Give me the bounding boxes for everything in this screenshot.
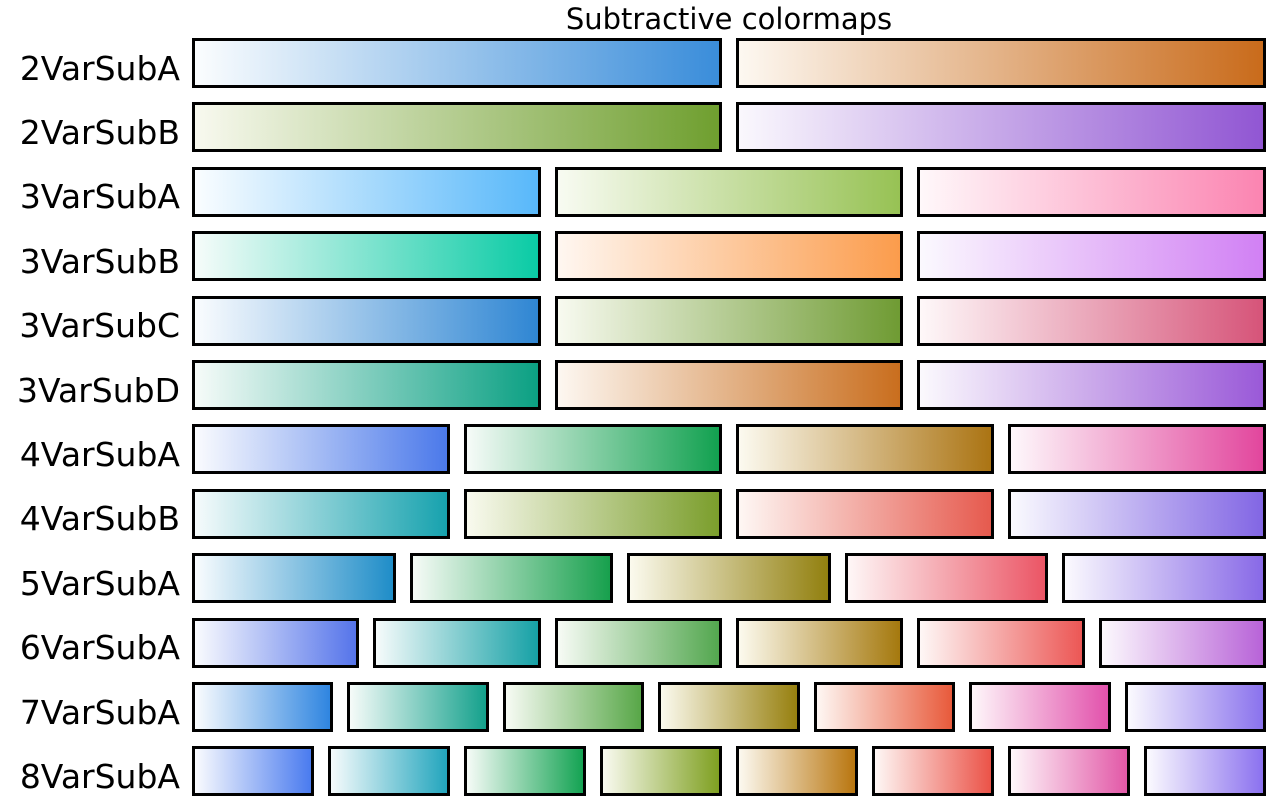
colormap-bar-6VarSubA-3 — [554, 617, 722, 668]
colormap-bar-7VarSubA-1 — [192, 682, 334, 732]
colormap-bar-8VarSubA-7 — [1008, 746, 1130, 797]
colormap-bar-6VarSubA-4 — [736, 617, 904, 668]
colormap-bar-5VarSubA-1 — [192, 553, 396, 604]
colormap-bar-2VarSubB-2 — [736, 102, 1266, 153]
colormap-bar-4VarSubB-1 — [192, 488, 450, 539]
row-label-5VarSubA: 5VarSubA — [19, 563, 180, 603]
row-label-3VarSubB: 3VarSubB — [19, 241, 180, 281]
colormap-bar-3VarSubB-3 — [917, 231, 1266, 282]
colormap-bar-2VarSubA-1 — [192, 38, 722, 88]
row-label-4VarSubB: 4VarSubB — [19, 499, 180, 539]
figure-title: Subtractive colormaps — [565, 2, 893, 36]
colormap-bar-7VarSubA-5 — [813, 682, 956, 732]
row-label-8VarSubA: 8VarSubA — [19, 756, 180, 796]
colormap-bar-8VarSubA-3 — [464, 746, 586, 797]
colormap-bar-7VarSubA-7 — [1124, 682, 1266, 732]
colormap-bar-5VarSubA-4 — [844, 553, 1049, 604]
row-label-3VarSubC: 3VarSubC — [19, 306, 180, 346]
colormap-bar-8VarSubA-1 — [192, 746, 314, 797]
colormap-bar-4VarSubB-2 — [464, 488, 722, 539]
colormap-bar-8VarSubA-5 — [736, 746, 858, 797]
colormap-bar-3VarSubA-1 — [192, 166, 541, 217]
colormap-bar-8VarSubA-4 — [600, 746, 722, 797]
colormap-bar-6VarSubA-1 — [192, 617, 360, 668]
colormap-bar-5VarSubA-2 — [409, 553, 614, 604]
colormap-bar-4VarSubB-3 — [736, 488, 994, 539]
colormap-bar-7VarSubA-4 — [658, 682, 800, 732]
colormap-bar-3VarSubD-1 — [192, 360, 541, 410]
colormap-bar-3VarSubA-3 — [917, 166, 1266, 217]
colormap-bar-5VarSubA-5 — [1062, 553, 1266, 604]
colormap-bar-6VarSubA-6 — [1098, 617, 1266, 668]
colormap-bar-3VarSubB-2 — [554, 231, 904, 282]
colormap-bar-3VarSubC-3 — [917, 295, 1266, 346]
row-label-7VarSubA: 7VarSubA — [19, 692, 180, 732]
row-label-3VarSubD: 3VarSubD — [16, 370, 180, 410]
colormap-bar-4VarSubB-4 — [1008, 488, 1266, 539]
colormap-bar-3VarSubC-2 — [554, 295, 904, 346]
colormap-bar-7VarSubA-6 — [969, 682, 1111, 732]
colormap-bar-5VarSubA-3 — [627, 553, 831, 604]
colormap-bar-3VarSubA-2 — [554, 166, 904, 217]
colormap-bar-3VarSubC-1 — [192, 295, 541, 346]
colormap-bar-8VarSubA-6 — [872, 746, 994, 797]
row-label-6VarSubA: 6VarSubA — [19, 628, 180, 668]
colormap-bar-8VarSubA-8 — [1144, 746, 1266, 797]
colormap-bar-7VarSubA-2 — [347, 682, 489, 732]
colormap-bar-3VarSubD-3 — [917, 360, 1266, 410]
row-label-2VarSubA: 2VarSubA — [19, 48, 180, 88]
colormap-bar-7VarSubA-3 — [502, 682, 645, 732]
colormap-bar-3VarSubD-2 — [554, 360, 904, 410]
colormap-bar-2VarSubA-2 — [736, 38, 1266, 88]
colormap-bar-4VarSubA-1 — [192, 424, 450, 475]
colormap-bar-6VarSubA-2 — [373, 617, 541, 668]
colormap-bar-2VarSubB-1 — [192, 102, 722, 153]
colormap-bar-6VarSubA-5 — [917, 617, 1085, 668]
colormap-bar-4VarSubA-3 — [736, 424, 994, 475]
row-label-4VarSubA: 4VarSubA — [19, 434, 180, 474]
colormap-bar-3VarSubB-1 — [192, 231, 541, 282]
row-label-2VarSubB: 2VarSubB — [19, 112, 180, 152]
colormap-bar-4VarSubA-4 — [1008, 424, 1266, 475]
colormap-bar-4VarSubA-2 — [464, 424, 722, 475]
row-label-3VarSubA: 3VarSubA — [19, 177, 180, 217]
colormap-bar-8VarSubA-2 — [328, 746, 450, 797]
